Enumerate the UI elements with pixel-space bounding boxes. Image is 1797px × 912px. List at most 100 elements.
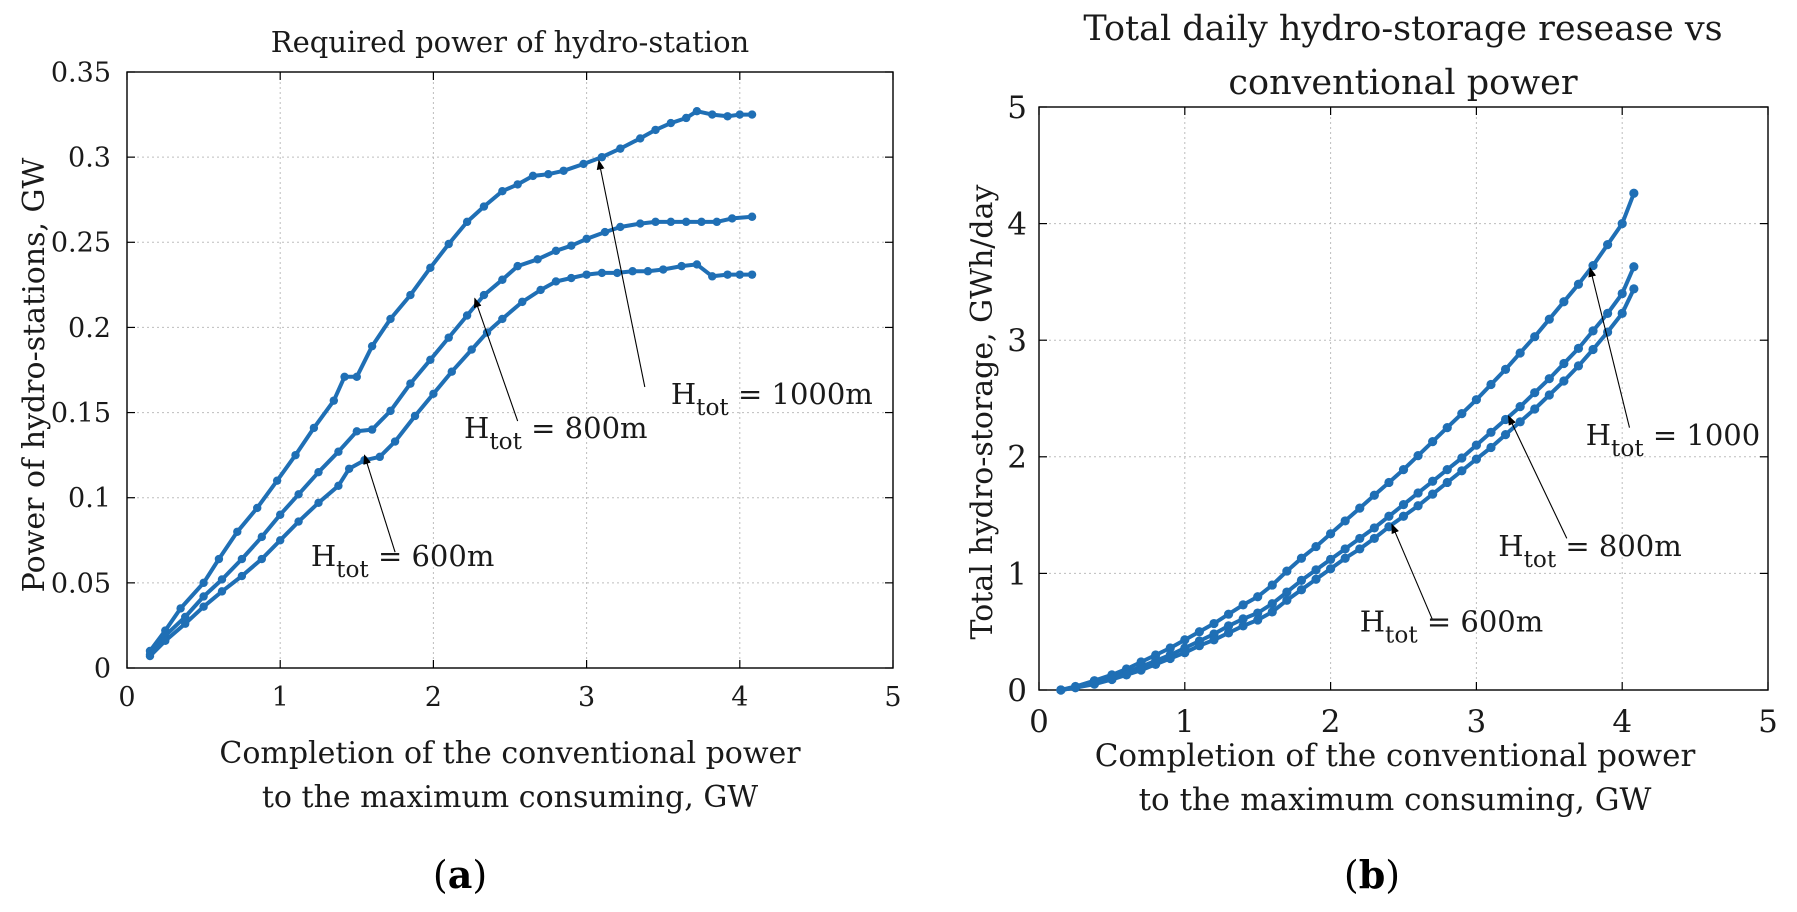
- chart-b-series-2-point: [1588, 344, 1598, 355]
- chart-a-series-0-point: [340, 372, 349, 382]
- chart-a-series-2-point: [375, 452, 384, 462]
- chart-a-frame: [126, 71, 894, 669]
- chart-a-series-0-point: [352, 372, 361, 382]
- chart-b-caption-close: ): [1385, 853, 1400, 897]
- chart-b-series-1-point: [1442, 465, 1452, 475]
- chart-b-series-0-point: [1326, 529, 1336, 539]
- chart-a-series-2-point: [518, 297, 527, 307]
- chart-a-series-1-point: [567, 241, 576, 250]
- chart-b-series-2-point: [1340, 553, 1350, 563]
- chart-b-annotation-arrow-0: [1588, 266, 1631, 428]
- chart-b-ytick-label: 4: [1007, 206, 1027, 242]
- chart-b-xtick-label: 2: [1321, 704, 1341, 740]
- chart-a-series-2-point: [551, 277, 561, 286]
- chart-b-series-1-point: [1617, 288, 1627, 299]
- chart-b: Total daily hydro-storage resease vs con…: [965, 9, 1778, 897]
- chart-b-series-0-point: [1194, 627, 1204, 637]
- chart-a-series-2-point: [628, 267, 637, 276]
- chart-a-series-1-point: [334, 447, 343, 456]
- chart-a-series-0-point: [616, 144, 625, 153]
- chart-b-series-line-1: [1060, 265, 1636, 692]
- chart-a-series-0-point: [309, 423, 319, 433]
- chart-b-series-2-point: [1617, 308, 1627, 318]
- chart-b-series-1-point: [1500, 414, 1511, 425]
- chart-b-series-1-point: [1413, 488, 1423, 498]
- chart-b-series-0-point: [1603, 239, 1613, 250]
- chart-a-series-1-point: [582, 234, 591, 244]
- chart-b-series-2-point: [1070, 683, 1081, 693]
- chart-b-series-1-point: [1369, 523, 1379, 533]
- chart-a-xlabel-line2: to the maximum consuming, GW: [262, 780, 758, 815]
- chart-b-series-1-point: [1282, 587, 1292, 597]
- chart-b-series-0-point: [1296, 553, 1307, 563]
- chart-a-caption-open: (: [433, 853, 448, 897]
- chart-a-series-1-point: [533, 255, 542, 264]
- chart-b-series-0-point: [1267, 580, 1277, 590]
- chart-b-ytick-label: 1: [1007, 556, 1027, 592]
- chart-a-series-2-point: [237, 571, 247, 581]
- chart-b-series-1-point: [1573, 343, 1584, 353]
- chart-b-frame: [1038, 106, 1769, 691]
- chart-a-series-2-point: [536, 285, 545, 295]
- chart-b-ylabel: Total hydro-storage, GWh/day: [965, 185, 1000, 640]
- chart-b-series-0-point: [1500, 364, 1511, 374]
- chart-b-series-2-point: [1311, 574, 1321, 584]
- chart-b-series-0-point: [1253, 592, 1263, 602]
- chart-a-ytick-label: 0.35: [51, 57, 111, 88]
- chart-b-series-2-point: [1428, 489, 1438, 499]
- chart-b-series-1-point: [1223, 621, 1234, 631]
- chart-a-title: Required power of hydro-station: [271, 25, 749, 59]
- chart-b-series-0-point: [1180, 635, 1190, 645]
- chart-b-series-2-point: [1282, 595, 1292, 605]
- chart-a-series-1-point: [498, 275, 507, 284]
- chart-b-series-0-point: [1530, 332, 1540, 342]
- chart-b-series-0-point: [1559, 297, 1569, 307]
- chart-a-series-2-point: [498, 314, 507, 324]
- chart-b-series-1-point: [1559, 358, 1569, 369]
- chart-b-series-1-point: [1486, 427, 1496, 437]
- chart-b-series-1-point: [1530, 388, 1540, 398]
- chart-b-series-0-point: [1355, 503, 1365, 513]
- chart-b-series-2-point: [1442, 477, 1452, 488]
- chart-b-series-1-point: [1267, 599, 1277, 609]
- chart-b-series-0-point: [1340, 516, 1350, 526]
- chart-a-series-1-point: [666, 217, 676, 227]
- chart-b-series-2-point: [1413, 501, 1423, 511]
- chart-b-series-0-point: [1311, 541, 1321, 552]
- chart-b-series-1-point: [1471, 440, 1481, 450]
- chart-b-series-0-point: [1384, 477, 1394, 488]
- chart-a-series-0-point: [498, 187, 507, 196]
- chart-b-series-2-point: [1326, 564, 1336, 574]
- chart-a-series-1-point: [352, 427, 361, 436]
- chart-a-series-0-point: [544, 169, 553, 179]
- chart-b-xtick-label: 5: [1758, 704, 1778, 740]
- chart-b-ytick-label: 3: [1007, 323, 1027, 359]
- chart-b-xtick-label: 3: [1467, 704, 1487, 740]
- chart-a-series-2-point: [723, 270, 732, 279]
- chart-a-series-0-point: [426, 263, 435, 273]
- chart-a-series-0-point: [462, 217, 472, 227]
- chart-a-series-0-point: [708, 110, 717, 119]
- chart-a-series-2-point: [294, 517, 303, 526]
- chart-a-series-0-point: [291, 450, 300, 460]
- chart-b-annotation-arrow-1: [1507, 415, 1568, 539]
- chart-b-series-1-point: [1355, 533, 1365, 544]
- chart-b-series-line-2: [1060, 288, 1636, 692]
- chart-b-series-1-point: [1296, 575, 1307, 585]
- chart-a-series-0-point: [199, 578, 208, 588]
- chart-a-series-1-point: [747, 212, 757, 221]
- chart-a-series-0-point: [406, 290, 415, 300]
- chart-a-series-0-point: [559, 166, 568, 175]
- chart-b-series-2-point: [1136, 665, 1146, 675]
- chart-b-series-2-point: [1089, 679, 1100, 689]
- chart-b-xlabel-line2: to the maximum consuming, GW: [1139, 782, 1652, 818]
- chart-a-series-2-point: [334, 481, 343, 490]
- chart-a-caption: (a): [433, 852, 487, 897]
- chart-b-title-line2: conventional power: [1228, 63, 1577, 103]
- chart-a-series-2-point: [344, 464, 354, 473]
- chart-a-series-2-point: [199, 602, 208, 611]
- chart-a-series-1-point: [314, 467, 323, 477]
- chart-a-ytick-label: 0.3: [68, 143, 111, 174]
- chart-b-series-1-point: [1603, 308, 1613, 318]
- chart-a-series-0-point: [367, 341, 377, 351]
